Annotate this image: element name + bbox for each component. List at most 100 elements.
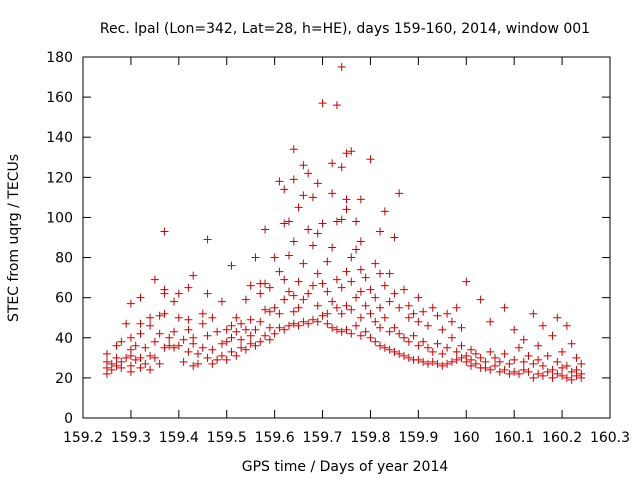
data-point — [227, 321, 236, 330]
data-point — [356, 195, 365, 204]
data-point — [170, 343, 179, 352]
data-point — [328, 323, 337, 332]
data-point — [505, 359, 514, 368]
data-point — [562, 361, 571, 370]
data-point — [217, 339, 226, 348]
data-point — [342, 205, 351, 214]
data-point — [299, 259, 308, 268]
data-point — [112, 361, 121, 370]
data-point — [193, 349, 202, 358]
x-tick-label: 159.2 — [63, 430, 103, 446]
data-point — [558, 347, 567, 356]
data-point — [318, 279, 327, 288]
data-point — [160, 343, 169, 352]
data-point — [462, 351, 471, 360]
data-point — [390, 289, 399, 298]
data-point — [356, 331, 365, 340]
data-point — [558, 363, 567, 372]
data-point — [146, 351, 155, 360]
data-point — [261, 331, 270, 340]
data-point — [366, 155, 375, 164]
data-point — [558, 371, 567, 380]
data-point — [443, 309, 452, 318]
data-point — [170, 327, 179, 336]
data-point — [275, 267, 284, 276]
data-point — [270, 303, 279, 312]
data-point — [438, 325, 447, 334]
data-point — [294, 321, 303, 330]
data-point — [285, 251, 294, 260]
y-tick-label: 20 — [55, 371, 73, 387]
data-point — [447, 317, 456, 326]
data-point — [428, 303, 437, 312]
data-point — [447, 333, 456, 342]
data-point — [289, 307, 298, 316]
data-point — [567, 375, 576, 384]
data-point — [275, 177, 284, 186]
data-point — [371, 317, 380, 326]
data-point — [438, 361, 447, 370]
data-point — [371, 337, 380, 346]
data-point — [280, 275, 289, 284]
data-point — [294, 277, 303, 286]
data-point — [246, 339, 255, 348]
data-point — [548, 373, 557, 382]
data-point — [323, 257, 332, 266]
data-point — [222, 337, 231, 346]
data-point — [160, 285, 169, 294]
data-point — [280, 295, 289, 304]
data-point — [122, 319, 131, 328]
data-point — [170, 297, 179, 306]
data-point — [107, 359, 116, 368]
data-point — [380, 313, 389, 322]
data-point — [495, 367, 504, 376]
data-point — [308, 281, 317, 290]
data-point — [452, 347, 461, 356]
x-tick-label: 160 — [453, 430, 480, 446]
data-point — [380, 281, 389, 290]
data-point — [414, 293, 423, 302]
x-tick-label: 159.6 — [255, 430, 295, 446]
data-point — [567, 339, 576, 348]
data-point — [385, 297, 394, 306]
data-point — [136, 363, 145, 372]
data-point — [500, 349, 509, 358]
data-point — [390, 323, 399, 332]
data-point — [122, 353, 131, 362]
data-point — [404, 353, 413, 362]
data-point — [251, 341, 260, 350]
data-point — [328, 189, 337, 198]
data-point — [409, 309, 418, 318]
data-point — [112, 341, 121, 350]
data-point — [356, 313, 365, 322]
data-point — [332, 101, 341, 110]
data-point — [376, 341, 385, 350]
data-point — [577, 359, 586, 368]
data-point — [174, 313, 183, 322]
data-point — [419, 337, 428, 346]
data-point — [395, 303, 404, 312]
data-point — [217, 351, 226, 360]
data-point — [285, 217, 294, 226]
data-point — [366, 285, 375, 294]
data-point — [433, 311, 442, 320]
data-point — [285, 287, 294, 296]
data-point — [342, 267, 351, 276]
data-point — [323, 319, 332, 328]
data-point — [174, 341, 183, 350]
data-point — [313, 301, 322, 310]
data-point — [553, 357, 562, 366]
data-point — [476, 295, 485, 304]
y-tick-label: 80 — [55, 251, 73, 267]
data-point — [136, 293, 145, 302]
data-point — [246, 331, 255, 340]
data-point — [285, 321, 294, 330]
data-point — [232, 313, 241, 322]
data-point — [208, 345, 217, 354]
data-point — [347, 253, 356, 262]
y-tick-label: 160 — [46, 90, 73, 106]
data-point — [126, 299, 135, 308]
data-point — [491, 361, 500, 370]
data-point — [313, 317, 322, 326]
data-point — [261, 225, 270, 234]
